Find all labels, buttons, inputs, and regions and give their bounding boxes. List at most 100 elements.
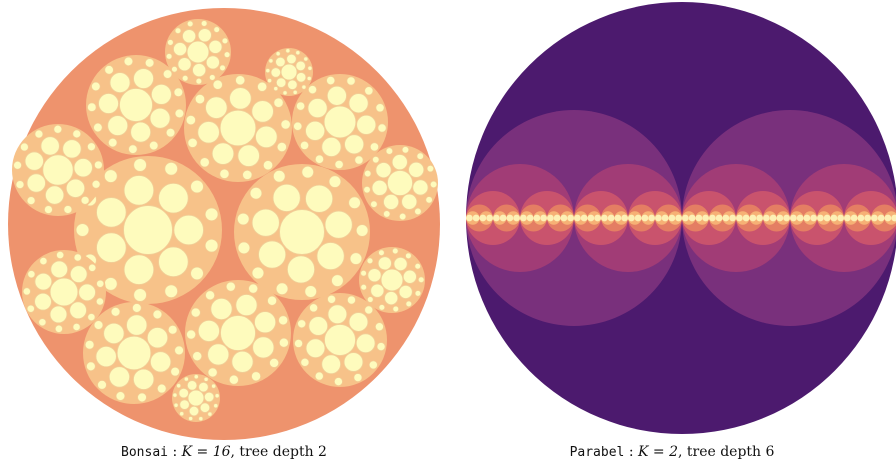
bonsai-leaf-circle [186,380,198,391]
bonsai-leaf-circle [199,157,210,168]
parabel-leaf-circle [776,214,784,222]
parabel-leaf-circle [560,214,568,222]
bonsai-leaf-circle [273,97,284,108]
bonsai-leaf-circle [348,196,361,209]
bonsai-leaf-circle [133,368,155,390]
bonsai-leaf-circle [201,20,208,27]
bonsai-leaf-circle [96,232,127,263]
bonsai-leaf-circle [301,84,307,90]
bonsai-leaf-circle [376,342,386,351]
parabel-leaf-circle [871,214,878,222]
bonsai-leaf-circle [275,56,286,68]
bonsai-leaf-circle [186,40,210,64]
bonsai-leaf-circle [115,391,126,401]
bonsai-leaf-circle [137,392,147,403]
bonsai-leaf-circle [193,374,199,380]
bonsai-circle-packing [0,0,448,440]
bonsai-leaf-circle [430,180,438,188]
bonsai-leaf-circle [267,295,277,306]
bonsai-caption-rest: , tree depth 2 [230,444,327,460]
bonsai-leaf-circle [292,89,298,95]
bonsai-leaf-circle [255,125,278,149]
bonsai-leaf-circle [303,56,309,62]
bonsai-leaf-circle [211,383,216,389]
bonsai-leaf-circle [226,281,236,292]
bonsai-leaf-circle [276,142,287,152]
bonsai-leaf-circle [190,179,204,194]
bonsai-leaf-circle [378,249,385,256]
bonsai-leaf-circle [26,173,46,193]
bonsai-leaf-circle [279,209,325,255]
bonsai-leaf-circle [26,304,35,313]
bonsai-leaf-circle [300,358,310,367]
bonsai-leaf-circle [383,210,391,218]
bonsai-leaf-circle [258,240,287,269]
bonsai-leaf-circle [392,305,399,313]
bonsai-leaf-circle [158,246,189,278]
bonsai-leaf-circle [265,68,271,73]
bonsai-leaf-circle [377,123,387,133]
bonsai-leaf-circle [219,109,257,147]
bonsai-leaf-circle [96,279,105,288]
bonsai-leaf-circle [408,161,425,178]
bonsai-leaf-circle [208,39,223,54]
bonsai-leaf-circle [383,193,400,210]
bonsai-leaf-circle [380,268,404,292]
bonsai-leaf-circle [286,255,315,284]
bonsai-leaf-circle [87,142,96,151]
parabel-leaf-circle [702,214,710,222]
parabel-leaf-circle [756,214,764,222]
parabel-leaf-circle [709,214,716,222]
bonsai-leaf-circle [327,294,336,304]
parabel-leaf-circle [742,214,750,222]
bonsai-leaf-circle [15,180,25,189]
bonsai-leaf-circle [88,263,97,272]
bonsai-leaf-circle [133,68,154,89]
bonsai-leaf-circle [375,103,385,113]
parabel-leaf-circle [722,214,730,222]
bonsai-leaf-circle [347,295,356,305]
bonsai-leaf-circle [190,266,204,281]
bonsai-caption: Bonsai : K = 16, tree depth 2 [121,444,327,460]
parabel-leaf-circle [641,214,649,222]
bonsai-leaf-circle [178,387,189,399]
bonsai-leaf-circle [364,170,372,178]
bonsai-leaf-circle [229,87,252,110]
parabel-leaf-circle [601,214,608,222]
parabel-leaf-circle [790,214,797,222]
bonsai-leaf-circle [96,197,127,228]
bonsai-leaf-circle [219,64,226,71]
bonsai-leaf-circle [252,336,275,359]
bonsai-leaf-circle [187,137,198,148]
parabel-leaf-circle [884,214,892,222]
bonsai-leaf-circle [363,186,371,194]
parabel-leaf-circle [506,214,514,222]
bonsai-leaf-circle [72,129,81,139]
bonsai-leaf-circle [195,78,202,85]
bonsai-leaf-circle [197,121,220,144]
bonsai-leaf-circle [414,290,422,297]
bonsai-leaf-circle [173,402,179,408]
parabel-leaf-circle [526,214,534,222]
parabel-leaf-circle [493,214,500,222]
bonsai-leaf-circle [343,352,364,372]
bonsai-leaf-circle [212,79,223,90]
bonsai-leaf-circle [174,27,182,34]
bonsai-leaf-circle [22,287,31,296]
bonsai-leaf-circle [94,160,103,170]
bonsai-leaf-circle [402,269,417,284]
bonsai-leaf-circle [280,63,298,81]
bonsai-leaf-circle [80,196,90,205]
bonsai-leaf-circle [158,182,189,214]
parabel-leaf-circle [715,214,723,222]
bonsai-leaf-circle [348,93,369,114]
bonsai-leaf-circle [275,282,289,295]
bonsai-leaf-circle [354,155,364,165]
bonsai-leaf-circle [190,307,201,318]
bonsai-leaf-circle [384,291,399,306]
bonsai-leaf-circle [412,179,429,196]
bonsai-leaf-circle [356,114,377,135]
parabel-leaf-circle [567,214,575,222]
parabel-leaf-circle [553,214,561,222]
bonsai-leaf-circle [198,381,209,393]
